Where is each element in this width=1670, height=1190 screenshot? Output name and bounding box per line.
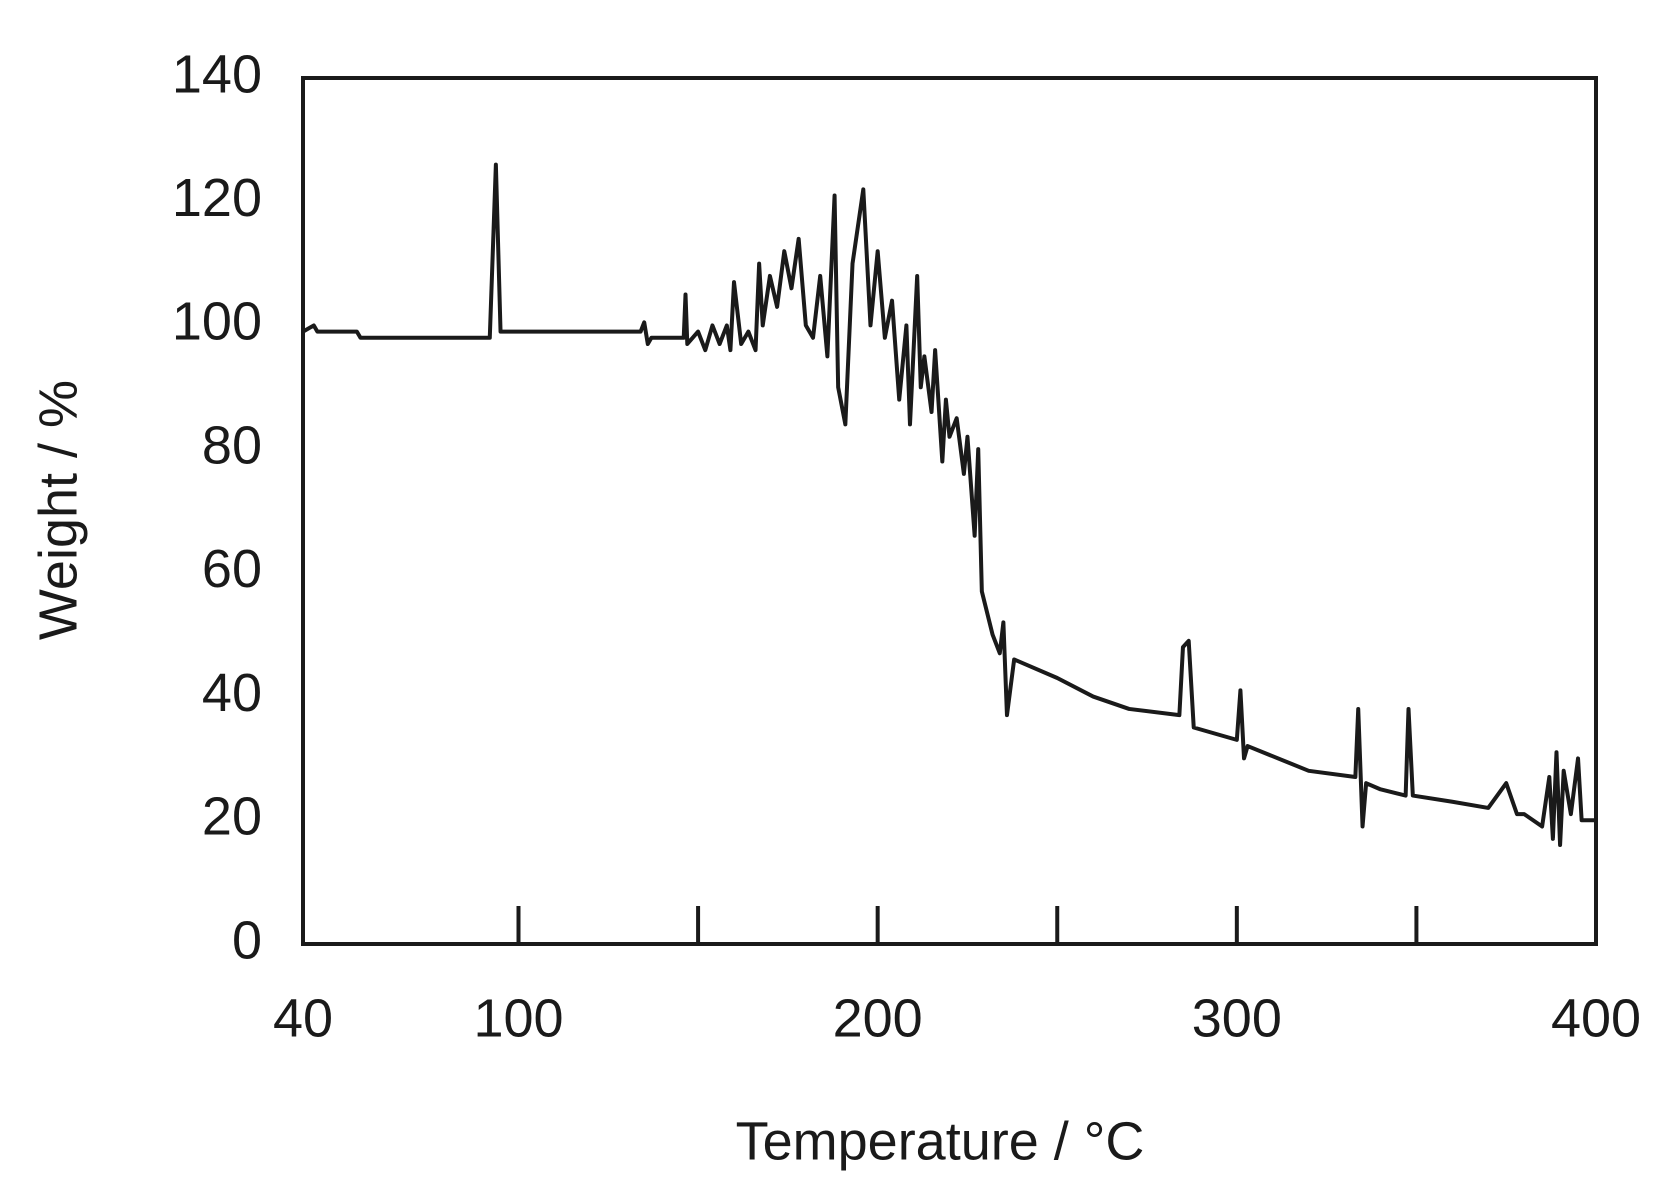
- plot-frame: [301, 76, 1598, 946]
- y-tick-label: 100: [172, 292, 262, 352]
- x-tick-label: 100: [473, 988, 563, 1048]
- y-axis-label: Weight / %: [28, 380, 88, 640]
- x-tick-label: 40: [273, 988, 333, 1048]
- x-tick-label: 400: [1551, 988, 1641, 1048]
- y-tick-label: 120: [172, 168, 262, 228]
- data-line: [302, 162, 1596, 848]
- y-tick-label: 40: [202, 663, 262, 723]
- y-tick-label: 140: [172, 44, 262, 104]
- x-tick-label: 200: [833, 988, 923, 1048]
- y-tick-label: 20: [202, 787, 262, 847]
- y-tick-label: 80: [202, 415, 262, 475]
- y-tick-label: 0: [232, 910, 262, 970]
- x-tick-label: 300: [1192, 988, 1282, 1048]
- x-axis-label: Temperature / °C: [736, 1111, 1145, 1171]
- y-tick-label: 60: [202, 539, 262, 599]
